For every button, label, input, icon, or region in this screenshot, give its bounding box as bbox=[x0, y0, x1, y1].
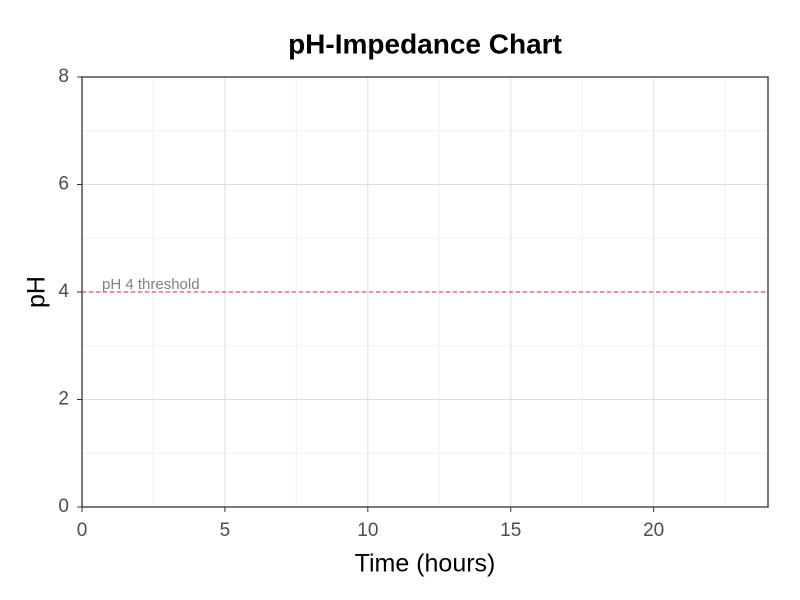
y-axis-label: pH bbox=[23, 276, 51, 308]
plot-frame bbox=[81, 76, 769, 508]
x-tick-label: 5 bbox=[220, 520, 231, 541]
threshold-label: pH 4 threshold bbox=[102, 276, 200, 293]
x-tick-label: 20 bbox=[643, 520, 664, 541]
x-tick-label: 15 bbox=[500, 520, 521, 541]
x-axis-label: Time (hours) bbox=[355, 550, 496, 578]
x-tick-label: 0 bbox=[77, 520, 88, 541]
y-tick-label: 4 bbox=[58, 281, 69, 302]
y-tick-label: 6 bbox=[58, 174, 69, 195]
x-tick-label: 10 bbox=[357, 520, 378, 541]
y-tick-label: 8 bbox=[58, 66, 69, 87]
chart-title: pH-Impedance Chart bbox=[288, 28, 562, 59]
y-tick-label: 0 bbox=[58, 496, 69, 517]
y-tick-label: 2 bbox=[58, 389, 69, 410]
